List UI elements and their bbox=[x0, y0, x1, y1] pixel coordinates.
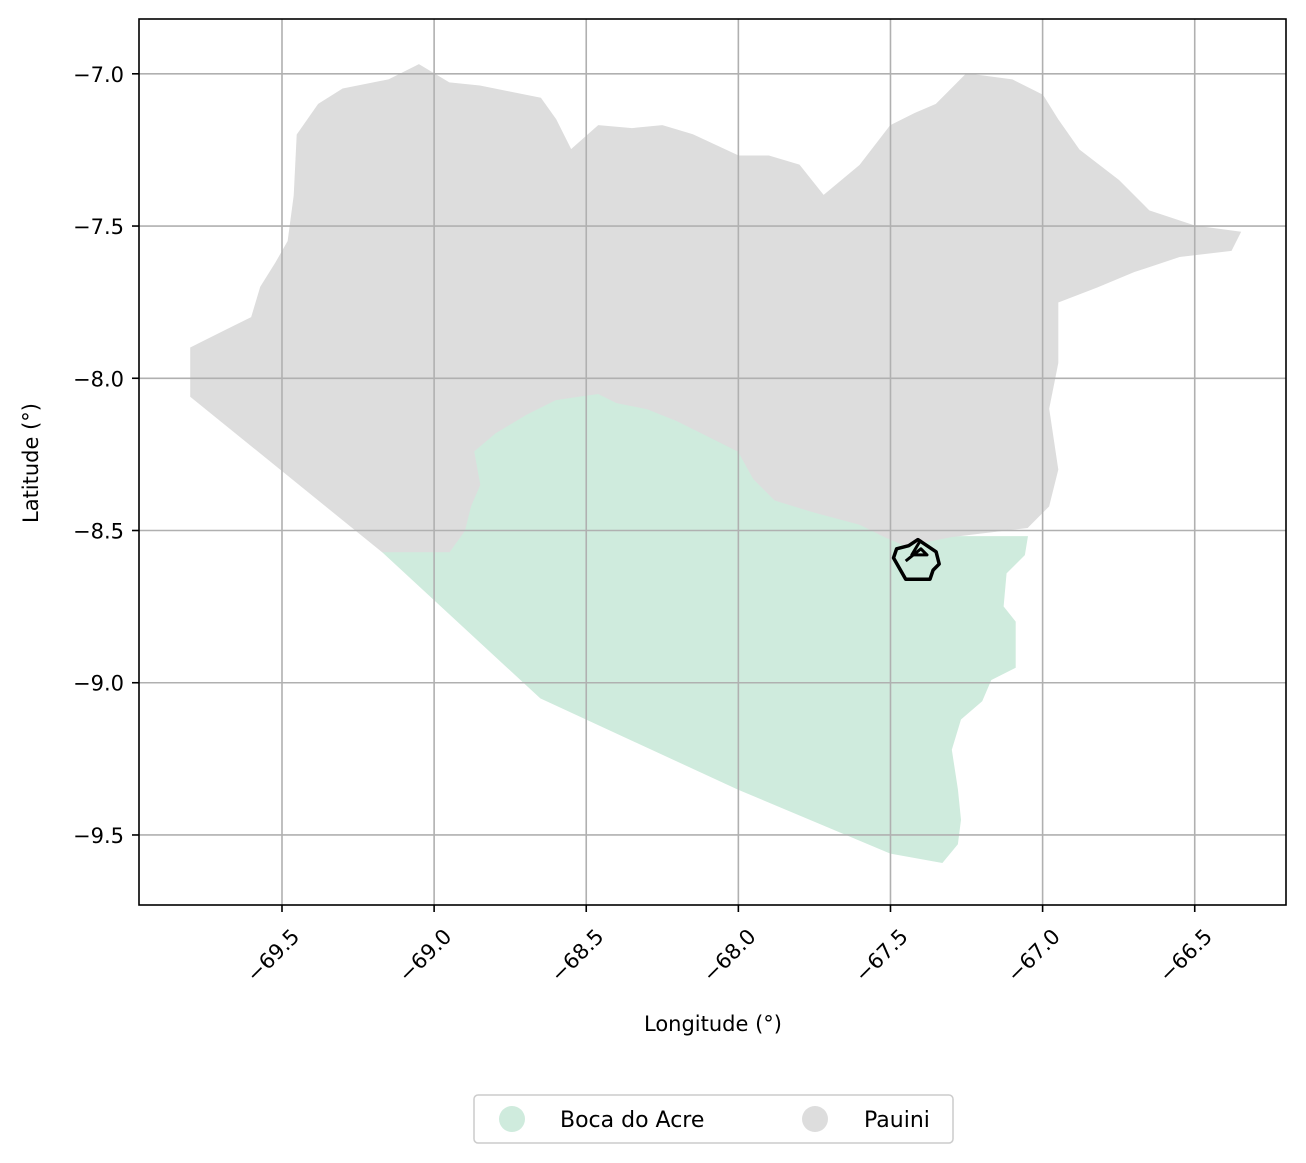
boundary-outline bbox=[891, 537, 941, 581]
y-axis-title: Latitude (°) bbox=[19, 403, 43, 523]
x-tick-label: −68.0 bbox=[698, 924, 760, 986]
y-tick-label: −7.5 bbox=[73, 215, 124, 239]
legend-box bbox=[473, 1094, 954, 1144]
y-tick-label: −7.0 bbox=[73, 63, 124, 87]
outline-layer bbox=[891, 537, 941, 581]
y-tick-label: −9.5 bbox=[73, 824, 124, 848]
legend-marker-pauini bbox=[802, 1106, 828, 1132]
region-pauini bbox=[190, 64, 1242, 553]
legend-marker-boca-do-acre bbox=[499, 1106, 525, 1132]
x-tick-label: −67.0 bbox=[1002, 924, 1064, 986]
boundary-outline-inner bbox=[904, 538, 929, 563]
legend-label-pauini: Pauini bbox=[864, 1108, 930, 1133]
x-tick-label: −69.5 bbox=[242, 924, 304, 986]
x-tick-label: −67.5 bbox=[850, 924, 912, 986]
y-tick-label: −8.5 bbox=[73, 520, 124, 544]
region-layer bbox=[190, 64, 1242, 863]
legend-label-boca-do-acre: Boca do Acre bbox=[560, 1108, 704, 1133]
x-tick-label: −66.5 bbox=[1155, 924, 1217, 986]
y-tick-label: −8.0 bbox=[73, 367, 124, 391]
grid-layer bbox=[139, 19, 1286, 905]
x-axis-title: Longitude (°) bbox=[644, 1012, 782, 1036]
y-tick-label: −9.0 bbox=[73, 672, 124, 696]
plot-frame bbox=[138, 18, 1287, 906]
x-tick-label: −69.0 bbox=[394, 924, 456, 986]
x-tick-label: −68.5 bbox=[546, 924, 608, 986]
legend: Boca do Acre Pauini bbox=[473, 1094, 954, 1144]
